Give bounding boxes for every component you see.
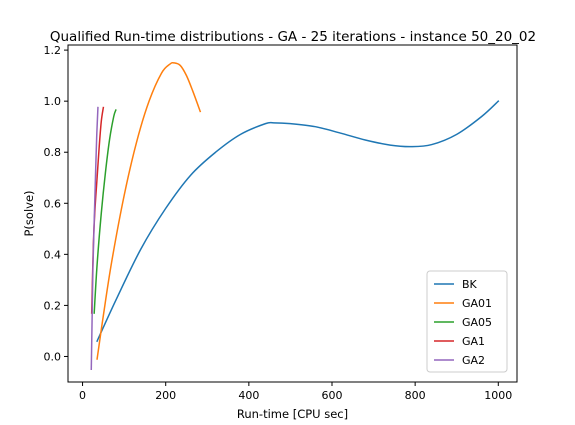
legend-frame — [426, 270, 508, 373]
legend-label-ga2: GA2 — [462, 354, 485, 367]
series-line-bk — [96, 100, 500, 343]
y-axis-label: P(solve) — [22, 190, 36, 236]
legend-label-ga1: GA1 — [462, 335, 485, 348]
y-tick-label: 0.8 — [44, 146, 62, 159]
x-tick-label: 600 — [321, 389, 342, 402]
plot-layer — [90, 61, 500, 370]
x-tick-label: 200 — [155, 389, 176, 402]
x-tick-label: 1000 — [484, 389, 512, 402]
y-tick-label: 0.0 — [44, 350, 62, 363]
y-tick-label: 0.6 — [44, 197, 62, 210]
x-tick-label: 800 — [405, 389, 426, 402]
y-tick-label: 0.2 — [44, 299, 62, 312]
legend-label-ga01: GA01 — [462, 297, 492, 310]
legend: BK GA01 GA05 GA1 GA2 — [426, 270, 508, 373]
series-line-ga05 — [93, 109, 117, 314]
y-tick-label: 0.4 — [44, 248, 62, 261]
y-tick-label: 1.2 — [44, 44, 62, 57]
legend-label-bk: BK — [462, 278, 478, 291]
series-line-ga01 — [96, 61, 202, 360]
x-tick-label: 0 — [79, 389, 86, 402]
y-tick-label: 1.0 — [44, 95, 62, 108]
plot-frame — [67, 44, 518, 383]
series-line-ga2 — [90, 106, 99, 370]
x-axis-ticks: 0 200 400 600 800 1000 — [79, 382, 512, 402]
x-tick-label: 400 — [238, 389, 259, 402]
y-axis-ticks: 0.0 0.2 0.4 0.6 0.8 1.0 1.2 — [44, 44, 68, 363]
chart-title: Qualified Run-time distributions - GA - … — [50, 29, 536, 45]
x-axis-label: Run-time [CPU sec] — [237, 407, 348, 421]
legend-label-ga05: GA05 — [462, 316, 492, 329]
